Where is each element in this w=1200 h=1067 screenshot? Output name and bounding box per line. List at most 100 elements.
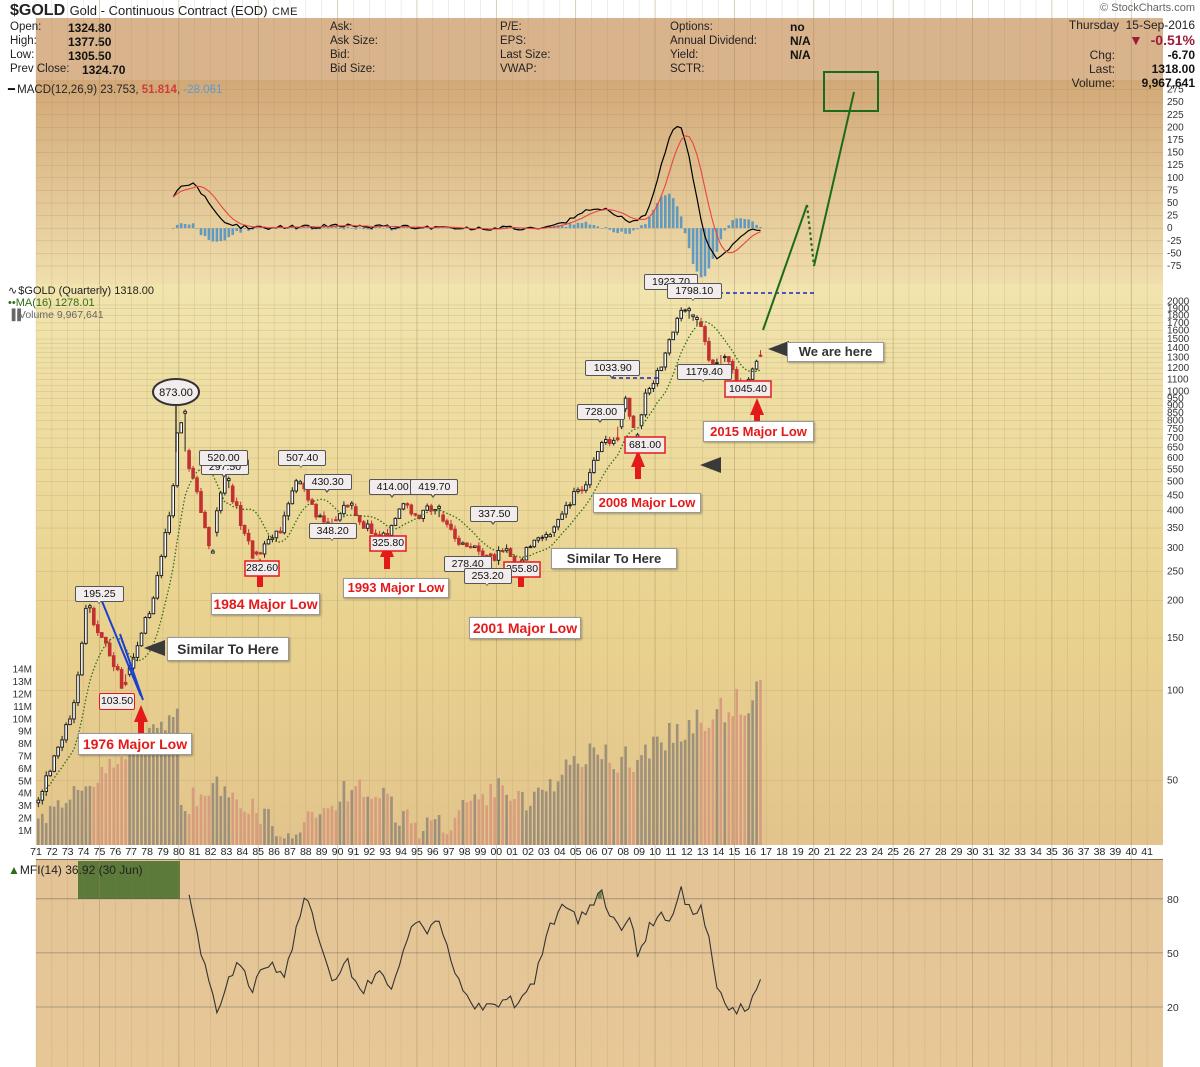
svg-text:18: 18 — [776, 846, 788, 858]
svg-text:4M: 4M — [18, 789, 32, 800]
svg-text:250: 250 — [1167, 97, 1184, 108]
svg-text:9M: 9M — [18, 727, 32, 738]
svg-text:350: 350 — [1167, 523, 1184, 534]
svg-text:73: 73 — [62, 846, 74, 858]
svg-text:75: 75 — [1167, 185, 1179, 196]
svg-text:0: 0 — [1167, 223, 1173, 234]
svg-text:500: 500 — [1167, 477, 1184, 488]
svg-text:71: 71 — [30, 846, 42, 858]
svg-text:100: 100 — [1167, 686, 1184, 697]
svg-text:78: 78 — [141, 846, 153, 858]
svg-text:02: 02 — [522, 846, 534, 858]
svg-text:85: 85 — [252, 846, 264, 858]
svg-text:81: 81 — [189, 846, 201, 858]
svg-text:14M: 14M — [13, 665, 32, 676]
svg-text:8M: 8M — [18, 739, 32, 750]
svg-text:98: 98 — [459, 846, 471, 858]
svg-text:25: 25 — [887, 846, 899, 858]
svg-text:75: 75 — [94, 846, 106, 858]
svg-text:7M: 7M — [18, 752, 32, 763]
svg-text:88: 88 — [300, 846, 312, 858]
svg-text:05: 05 — [570, 846, 582, 858]
svg-text:20: 20 — [1167, 1002, 1179, 1014]
svg-text:19: 19 — [792, 846, 804, 858]
svg-text:72: 72 — [46, 846, 58, 858]
svg-text:03: 03 — [538, 846, 550, 858]
svg-text:33: 33 — [1014, 846, 1026, 858]
svg-text:300: 300 — [1167, 543, 1184, 554]
svg-text:50: 50 — [1167, 948, 1179, 960]
svg-text:90: 90 — [332, 846, 344, 858]
svg-text:89: 89 — [316, 846, 328, 858]
svg-text:83: 83 — [221, 846, 233, 858]
svg-text:99: 99 — [475, 846, 487, 858]
svg-text:1300: 1300 — [1167, 353, 1190, 364]
svg-text:22: 22 — [840, 846, 852, 858]
svg-text:12M: 12M — [13, 690, 32, 701]
svg-text:37: 37 — [1078, 846, 1090, 858]
svg-text:15: 15 — [729, 846, 741, 858]
svg-text:09: 09 — [633, 846, 645, 858]
svg-text:600: 600 — [1167, 453, 1184, 464]
svg-text:13M: 13M — [13, 677, 32, 688]
svg-text:12: 12 — [681, 846, 693, 858]
svg-text:17: 17 — [760, 846, 772, 858]
svg-text:50: 50 — [1167, 198, 1179, 209]
svg-text:08: 08 — [617, 846, 629, 858]
svg-text:11M: 11M — [13, 702, 32, 713]
svg-text:10M: 10M — [13, 714, 32, 725]
svg-text:41: 41 — [1141, 846, 1153, 858]
svg-text:16: 16 — [744, 846, 756, 858]
svg-text:550: 550 — [1167, 464, 1184, 475]
svg-text:-75: -75 — [1167, 261, 1182, 272]
svg-text:38: 38 — [1094, 846, 1106, 858]
svg-text:29: 29 — [951, 846, 963, 858]
svg-text:06: 06 — [586, 846, 598, 858]
svg-text:92: 92 — [363, 846, 375, 858]
svg-text:79: 79 — [157, 846, 169, 858]
svg-text:74: 74 — [78, 846, 90, 858]
svg-text:84: 84 — [237, 846, 249, 858]
svg-text:77: 77 — [125, 846, 137, 858]
svg-text:21: 21 — [824, 846, 836, 858]
svg-text:40: 40 — [1125, 846, 1137, 858]
svg-text:11: 11 — [665, 846, 676, 858]
svg-text:-25: -25 — [1167, 236, 1182, 247]
svg-text:10: 10 — [649, 846, 661, 858]
svg-text:94: 94 — [395, 846, 407, 858]
svg-text:86: 86 — [268, 846, 280, 858]
svg-text:23: 23 — [856, 846, 868, 858]
svg-text:200: 200 — [1167, 122, 1184, 133]
svg-text:91: 91 — [348, 846, 360, 858]
svg-text:28: 28 — [935, 846, 947, 858]
svg-text:50: 50 — [1167, 776, 1179, 787]
svg-text:30: 30 — [967, 846, 979, 858]
svg-text:450: 450 — [1167, 490, 1184, 501]
svg-text:25: 25 — [1167, 211, 1179, 222]
svg-text:275: 275 — [1167, 85, 1184, 96]
svg-text:20: 20 — [808, 846, 820, 858]
svg-text:150: 150 — [1167, 633, 1184, 644]
svg-text:07: 07 — [602, 846, 614, 858]
svg-text:14: 14 — [713, 846, 725, 858]
svg-text:6M: 6M — [18, 764, 32, 775]
svg-text:95: 95 — [411, 846, 423, 858]
svg-text:87: 87 — [284, 846, 296, 858]
svg-text:1100: 1100 — [1167, 374, 1189, 385]
svg-text:80: 80 — [1167, 894, 1179, 906]
svg-text:04: 04 — [554, 846, 566, 858]
svg-text:00: 00 — [490, 846, 502, 858]
svg-text:100: 100 — [1167, 173, 1184, 184]
svg-text:31: 31 — [983, 846, 995, 858]
svg-text:250: 250 — [1167, 567, 1184, 578]
svg-text:873.00: 873.00 — [159, 387, 193, 399]
svg-text:13: 13 — [697, 846, 709, 858]
svg-text:24: 24 — [871, 846, 883, 858]
svg-text:80: 80 — [173, 846, 185, 858]
svg-text:27: 27 — [919, 846, 931, 858]
svg-text:1200: 1200 — [1167, 363, 1190, 374]
svg-text:-50: -50 — [1167, 248, 1182, 259]
svg-text:1M: 1M — [18, 826, 32, 837]
svg-text:225: 225 — [1167, 110, 1184, 121]
svg-text:650: 650 — [1167, 443, 1184, 454]
